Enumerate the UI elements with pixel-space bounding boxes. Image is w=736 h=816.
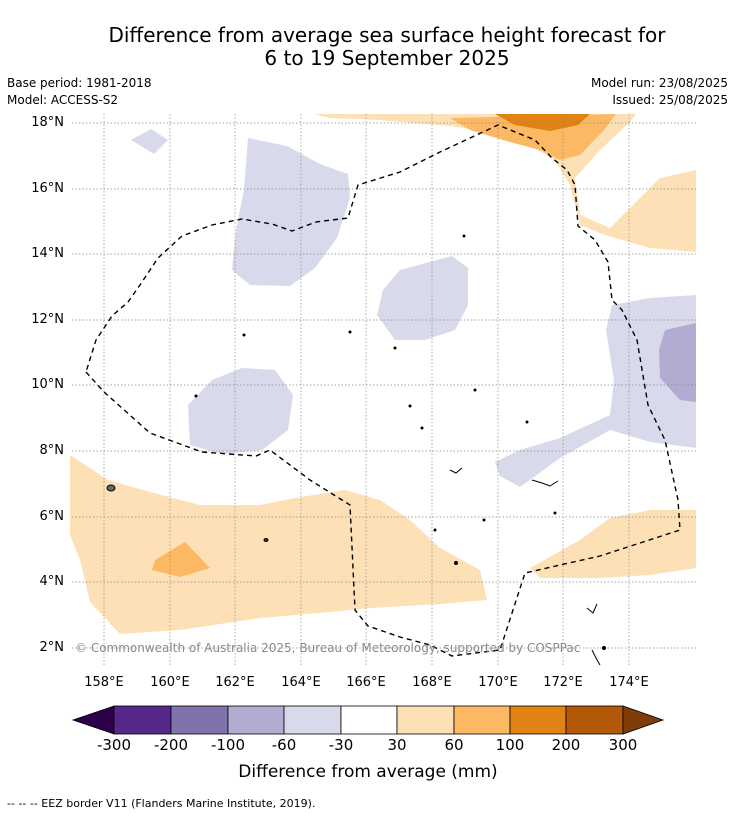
anomaly-region-negative xyxy=(495,295,696,487)
colorbar-extend-low xyxy=(71,705,115,735)
colorbar-tick-label: 60 xyxy=(444,736,464,754)
lon-label: 172°E xyxy=(543,675,583,690)
colorbar-tick-label: 100 xyxy=(495,736,525,754)
colorbar-extend-high xyxy=(622,705,665,735)
eez-border-line xyxy=(85,124,681,657)
lat-label: 8°N xyxy=(39,443,65,458)
anomaly-region-positive-strong xyxy=(495,114,590,131)
colorbar-swatch xyxy=(283,705,342,735)
colorbar-tick-label: -100 xyxy=(210,736,246,754)
anomaly-region-positive xyxy=(70,455,487,634)
anomaly-region-positive-medium xyxy=(152,542,210,577)
colorbar-tick-label: -60 xyxy=(271,736,297,754)
lon-label: 174°E xyxy=(609,675,649,690)
colorbar-tick-label: 30 xyxy=(387,736,407,754)
colorbar-swatch xyxy=(453,705,511,735)
lon-label: 170°E xyxy=(478,675,518,690)
lon-label: 168°E xyxy=(412,675,452,690)
lat-label: 4°N xyxy=(39,574,65,589)
lat-label: 6°N xyxy=(39,509,65,524)
lat-label: 10°N xyxy=(31,377,64,392)
anomaly-region-negative xyxy=(377,256,468,340)
anomaly-region-negative xyxy=(131,129,168,154)
base-period: Base period: 1981-2018 xyxy=(7,76,152,90)
lon-label: 162°E xyxy=(215,675,255,690)
anomaly-region-negative xyxy=(232,138,350,286)
colorbar-swatch xyxy=(565,705,624,735)
colorbar-tick-label: -200 xyxy=(153,736,189,754)
copyright-notice: © Commonwealth of Australia 2025, Bureau… xyxy=(75,641,581,655)
lon-label: 160°E xyxy=(150,675,190,690)
chart-title-line2: 6 to 19 September 2025 xyxy=(264,46,510,70)
anomaly-region-positive xyxy=(314,114,696,252)
lon-label: 164°E xyxy=(281,675,321,690)
colorbar xyxy=(71,705,665,735)
colorbar-swatch xyxy=(113,705,172,735)
model-run: Model run: 23/08/2025 xyxy=(590,76,728,90)
lat-label: 18°N xyxy=(31,115,64,130)
model-name: Model: ACCESS-S2 xyxy=(7,93,119,107)
lat-label: 14°N xyxy=(31,246,64,261)
colorbar-tick-label: 300 xyxy=(608,736,638,754)
colorbar-swatch xyxy=(396,705,455,735)
chart-title-line1: Difference from average sea surface heig… xyxy=(108,23,666,47)
colorbar-swatch xyxy=(227,705,285,735)
lat-label: 12°N xyxy=(31,312,64,327)
colorbar-swatch xyxy=(509,705,567,735)
colorbar-swatch xyxy=(170,705,229,735)
map-gridlines xyxy=(72,114,696,666)
colorbar-tick-label: 200 xyxy=(551,736,581,754)
lat-label: 16°N xyxy=(31,181,64,196)
lon-label: 166°E xyxy=(346,675,386,690)
colorbar-title: Difference from average (mm) xyxy=(238,762,498,782)
colorbar-swatch xyxy=(340,705,398,735)
colorbar-tick-label: -300 xyxy=(96,736,132,754)
anomaly-region-positive xyxy=(530,510,696,578)
islands xyxy=(106,234,606,666)
lon-label: 158°E xyxy=(84,675,124,690)
map-area xyxy=(70,114,696,634)
issued-date: Issued: 25/08/2025 xyxy=(612,93,728,107)
eez-legend: -- -- -- EEZ border V11 (Flanders Marine… xyxy=(7,797,316,810)
anomaly-region-negative-strong xyxy=(659,323,696,402)
lat-label: 2°N xyxy=(39,640,65,655)
anomaly-region-negative xyxy=(188,368,293,454)
colorbar-tick-label: -30 xyxy=(328,736,354,754)
